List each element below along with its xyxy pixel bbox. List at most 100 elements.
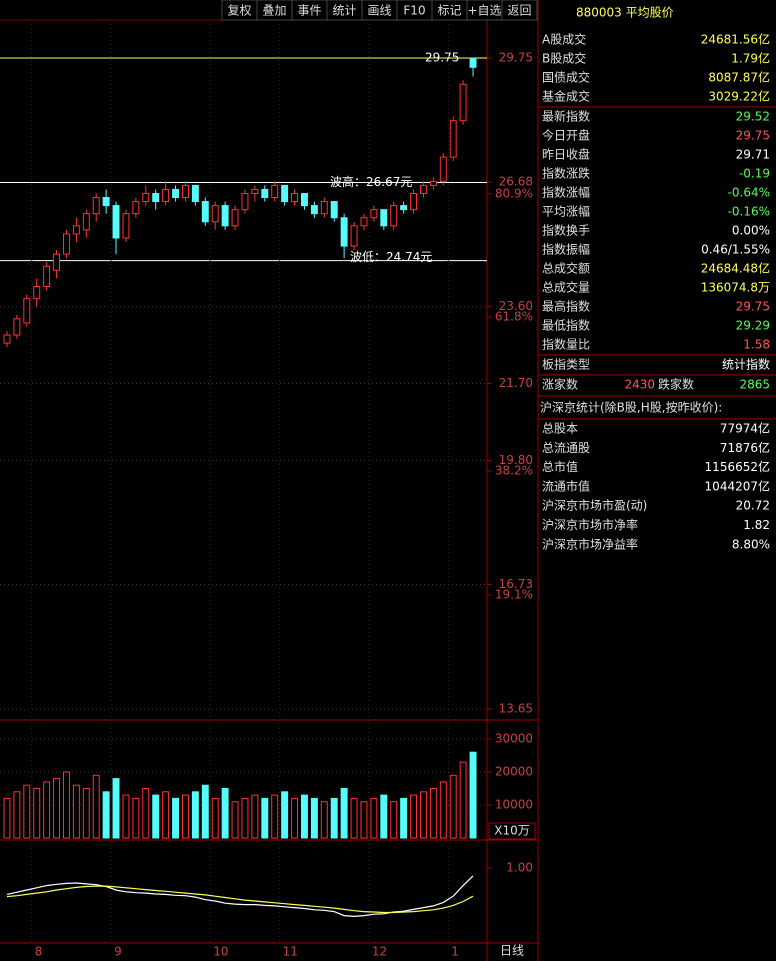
candle-body: [53, 253, 61, 271]
breadth-up: 2430: [624, 378, 655, 392]
volume-bar: [92, 774, 100, 839]
fib-label: 19.1%: [495, 588, 533, 602]
candle-body: [459, 83, 467, 122]
row-label: 昨日收盘: [542, 147, 590, 162]
row-label: 今日开盘: [542, 128, 590, 143]
x-tick-label: 8: [35, 945, 43, 959]
candle-body: [380, 209, 388, 227]
volume-bar: [370, 797, 378, 839]
candle-body: [23, 298, 31, 324]
row-label: 基金成交: [542, 89, 590, 104]
candle-body: [3, 334, 11, 344]
volume-bar: [162, 791, 170, 839]
annotation-label: 波高：26.67元: [330, 174, 412, 189]
row-label: 板指类型: [542, 357, 590, 372]
candle-body: [102, 197, 110, 207]
toolbar-button[interactable]: 事件: [297, 4, 321, 18]
row-value: 29.75: [736, 129, 770, 143]
toolbar-button[interactable]: F10: [403, 4, 425, 18]
period-label[interactable]: 日线: [500, 944, 524, 958]
y-tick-label: 19.80: [499, 453, 533, 467]
row-value: -0.19: [739, 167, 770, 181]
toolbar-button[interactable]: 返回: [507, 4, 531, 18]
volume-bar: [172, 797, 180, 839]
y-tick-label: 23.60: [499, 299, 533, 313]
volume-bar: [330, 797, 338, 839]
stat-label: 总市值: [542, 459, 578, 474]
stat-value: 77974亿: [720, 421, 770, 436]
y-tick-label: 13.65: [499, 702, 533, 716]
candle-body: [43, 265, 51, 287]
row-value: 1.58: [743, 338, 770, 352]
row-label: 指数量比: [542, 337, 590, 352]
row-value: 24684.48亿: [701, 261, 770, 276]
volume-bar: [132, 797, 140, 839]
volume-bar: [300, 794, 308, 839]
volume-bar: [410, 794, 418, 839]
volume-bar: [201, 784, 209, 839]
volume-bar: [82, 787, 90, 839]
row-label: 平均涨幅: [542, 204, 590, 219]
y-tick-label: 21.70: [499, 376, 533, 390]
candle-body: [340, 217, 348, 247]
row-value: 3029.22亿: [708, 89, 770, 104]
candle-body: [390, 205, 398, 227]
row-value: 8087.87亿: [708, 70, 770, 85]
volume-bar: [400, 797, 408, 839]
toolbar-button[interactable]: 统计: [332, 4, 356, 18]
volume-bar: [360, 801, 368, 839]
volume-bar: [23, 784, 31, 839]
volume-bar: [152, 794, 160, 839]
volume-bar: [211, 797, 219, 839]
row-value: 136074.8万: [701, 281, 770, 295]
stat-label: 沪深京市场市净率: [542, 517, 638, 532]
toolbar-button[interactable]: 画线: [367, 4, 391, 18]
candle-body: [350, 225, 358, 247]
volume-bar: [142, 787, 150, 839]
stat-label: 总股本: [542, 422, 578, 436]
toolbar-button[interactable]: 叠加: [262, 4, 286, 18]
toolbar-button[interactable]: 复权: [227, 4, 251, 18]
y-tick-label: 1.00: [506, 860, 533, 874]
candle-body: [191, 184, 199, 203]
volume-bar: [221, 787, 229, 839]
y-tick-label: 26.68: [499, 175, 533, 189]
toolbar-button-frame: [501, 0, 538, 21]
volume-bar: [122, 794, 130, 839]
row-value: 0.00%: [732, 224, 770, 238]
volume-bar: [459, 761, 467, 839]
candle-body: [62, 233, 70, 255]
row-label: 指数涨跌: [542, 166, 590, 181]
row-label: B股成交: [542, 51, 586, 66]
x-tick-label: 12: [372, 945, 387, 959]
volume-bar: [261, 797, 269, 839]
volume-bar: [181, 794, 189, 839]
volume-bar: [281, 791, 289, 839]
candle-body: [449, 120, 457, 158]
candle-body: [13, 318, 21, 336]
volume-bar: [320, 801, 328, 839]
volume-bar: [350, 797, 358, 839]
candle-body: [142, 192, 150, 203]
candle-body: [251, 188, 259, 194]
candle-body: [281, 184, 289, 203]
candle-body: [291, 192, 299, 203]
candle-body: [33, 285, 41, 300]
candle-body: [261, 188, 269, 199]
toolbar-button[interactable]: 标记: [437, 4, 461, 18]
row-label: 国债成交: [542, 70, 590, 85]
volume-bar: [72, 784, 80, 839]
row-label: 总成交额: [542, 261, 590, 276]
candle-body: [241, 192, 249, 211]
volume-bar: [53, 778, 61, 839]
volume-bar: [380, 794, 388, 839]
x-tick-label: 10: [213, 945, 228, 959]
volume-unit: X10万: [494, 824, 530, 838]
candle-body: [439, 156, 447, 182]
row-value: 29.71: [736, 148, 770, 162]
toolbar-button[interactable]: +自选: [467, 4, 501, 18]
x-tick-label: 1: [451, 945, 459, 959]
volume-bar: [33, 787, 41, 839]
